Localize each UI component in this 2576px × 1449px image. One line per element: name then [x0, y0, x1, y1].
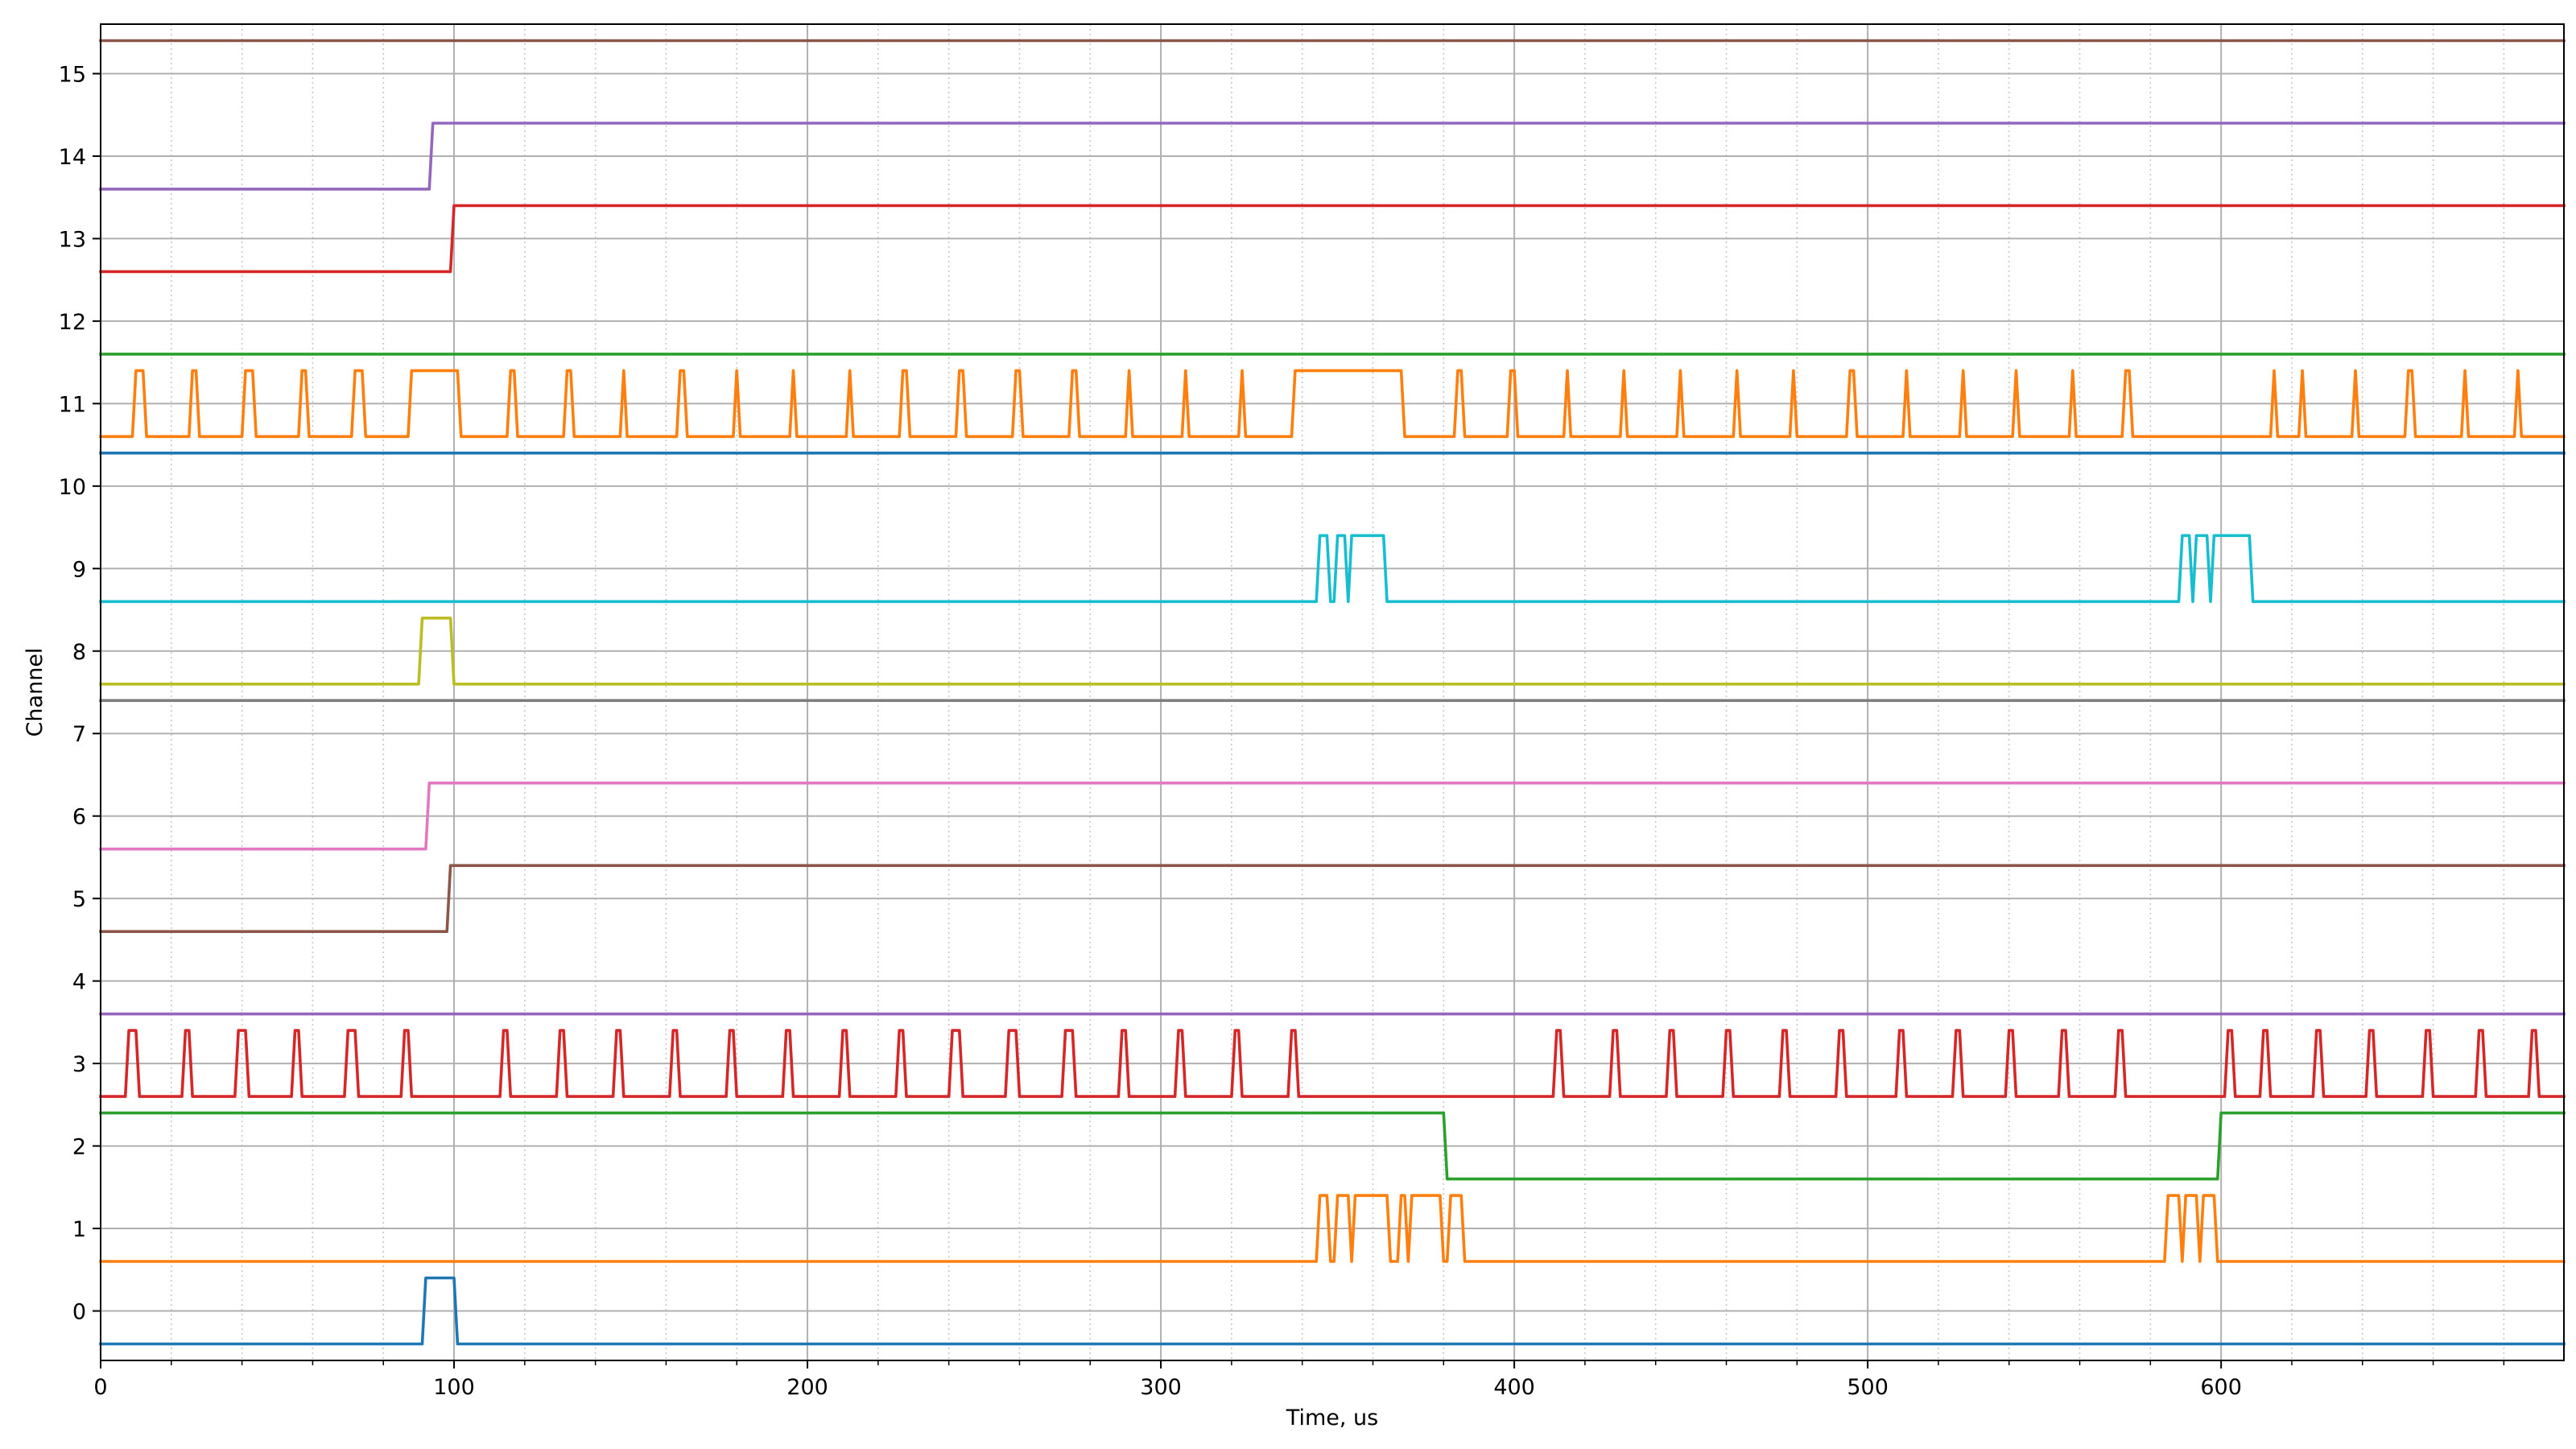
series-line-channel-2: [99, 1111, 2566, 1181]
series-line-channel-9: [99, 534, 2566, 604]
y-tick-label: 13: [59, 227, 86, 252]
y-tick-label: 6: [72, 805, 86, 830]
x-tick-label: 100: [433, 1375, 475, 1400]
series-line-channel-5: [99, 864, 2566, 933]
y-tick-label: 5: [72, 887, 86, 912]
series-line-channel-0: [99, 1276, 2566, 1346]
series-line-channel-3: [99, 1029, 2566, 1098]
y-tick-label: 12: [59, 310, 86, 335]
series-line-channel-14: [99, 122, 2566, 191]
y-tick-label: 2: [72, 1135, 86, 1160]
series-line-channel-11: [99, 369, 2566, 439]
x-tick-label: 600: [2200, 1375, 2242, 1400]
series-line-channel-6: [99, 781, 2566, 851]
x-tick-label: 0: [93, 1375, 107, 1400]
y-tick-label: 7: [72, 722, 86, 747]
series-line-channel-8: [99, 616, 2566, 686]
series-line-channel-1: [99, 1194, 2566, 1263]
y-tick-label: 4: [72, 970, 86, 995]
y-tick-label: 8: [72, 640, 86, 665]
x-tick-label: 300: [1140, 1375, 1182, 1400]
y-tick-label: 15: [59, 62, 86, 87]
x-tick-label: 400: [1493, 1375, 1535, 1400]
series-lines: [99, 39, 2566, 1346]
y-tick-label: 14: [59, 145, 86, 170]
y-tick-label: 11: [59, 392, 86, 417]
x-tick-label: 200: [786, 1375, 828, 1400]
grid: [100, 24, 2564, 1360]
axis-ticks: 0 100 200 300 400 500 600012345678910111213141…: [59, 62, 2505, 1400]
y-tick-label: 10: [59, 475, 86, 500]
plot-frame: [100, 23, 2565, 1361]
y-tick-label: 0: [72, 1300, 86, 1325]
y-tick-label: 1: [72, 1217, 86, 1242]
y-tick-label: 9: [72, 557, 86, 582]
y-axis-label: Channel: [23, 648, 47, 737]
y-tick-label: 3: [72, 1052, 86, 1077]
x-axis-label: Time, us: [1286, 1406, 1378, 1430]
series-line-channel-13: [99, 204, 2566, 274]
x-tick-label: 500: [1847, 1375, 1889, 1400]
